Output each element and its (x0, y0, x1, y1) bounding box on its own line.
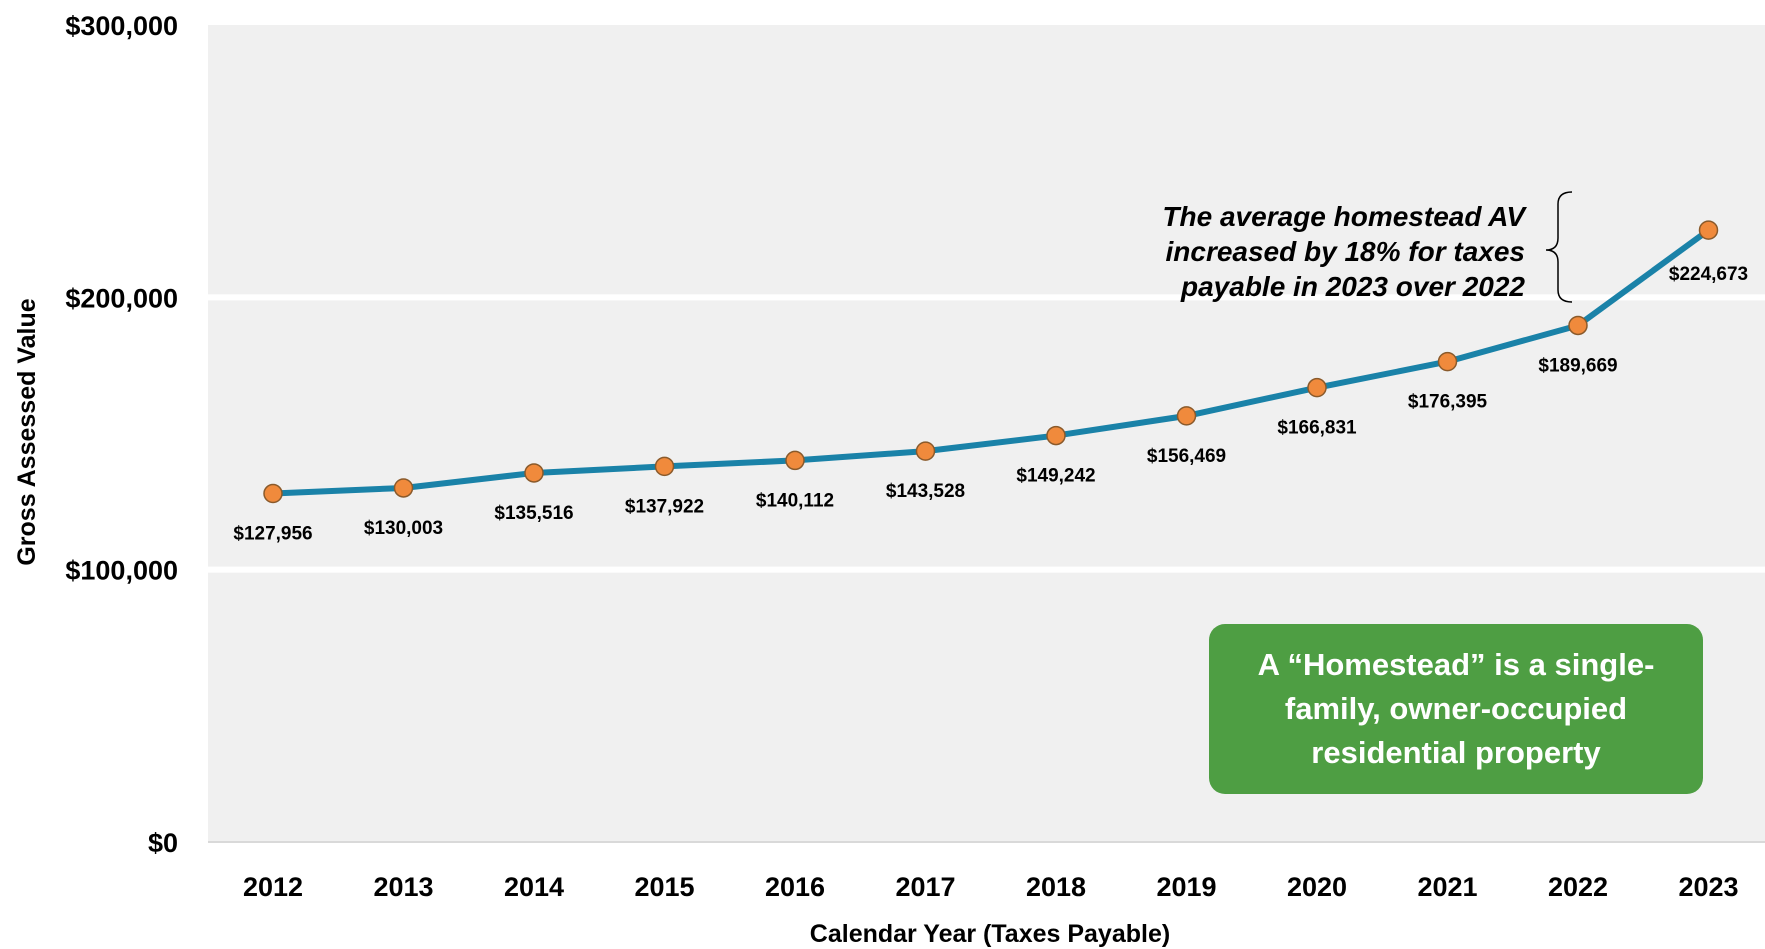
data-label: $224,673 (1669, 264, 1748, 285)
homestead-callout: A “Homestead” is a single-family, owner-… (1209, 624, 1703, 794)
annotation-line-1: The average homestead AV (1162, 201, 1527, 232)
x-tick-label: 2023 (1678, 872, 1738, 902)
x-axis-ticks: 2012 2013 2014 2015 2016 2017 2018 2019 2020 2021… (243, 872, 1739, 902)
y-axis-title: Gross Assessed Value (13, 298, 41, 565)
x-axis-title: Calendar Year (Taxes Payable) (810, 920, 1170, 948)
series-line (272, 227, 1711, 497)
data-point (1176, 406, 1197, 426)
data-point (1307, 377, 1327, 398)
data-label: $166,831 (1277, 418, 1357, 439)
data-point (1698, 220, 1719, 240)
annotation-line-2: increased by 18% for taxes (1165, 236, 1525, 267)
x-tick-label: 2015 (634, 872, 694, 902)
data-label: $140,112 (756, 490, 834, 511)
data-label: $189,669 (1538, 355, 1617, 376)
annotation: The average homestead AV increased by 18… (1162, 191, 1573, 303)
data-point (1046, 425, 1066, 446)
data-point (524, 463, 544, 483)
x-tick-label: 2012 (243, 872, 303, 902)
data-label: $130,003 (364, 518, 443, 539)
data-label: $176,395 (1408, 392, 1488, 413)
y-tick-label: $200,000 (65, 283, 178, 313)
series-group: $127,956 $130,003 $135,516 $137,922 $140,112… (233, 220, 1748, 545)
data-label: $127,956 (233, 524, 312, 545)
y-tick-label: $300,000 (65, 11, 178, 41)
x-tick-label: 2013 (373, 872, 433, 902)
annotation-line-3: payable in 2023 over 2022 (1180, 271, 1525, 302)
data-point (393, 478, 414, 498)
gridlines (208, 294, 1765, 843)
x-tick-label: 2014 (504, 872, 564, 902)
data-point (263, 483, 283, 504)
x-tick-label: 2016 (765, 872, 825, 902)
data-label: $156,469 (1147, 446, 1226, 467)
x-tick-label: 2017 (895, 872, 955, 902)
data-point (654, 456, 675, 477)
x-tick-label: 2021 (1417, 872, 1477, 902)
annotation-brace (1545, 191, 1573, 303)
data-label: $135,516 (494, 503, 573, 524)
y-tick-label: $0 (148, 828, 178, 858)
x-tick-label: 2018 (1026, 872, 1086, 902)
y-tick-label: $100,000 (65, 556, 178, 586)
data-point (1437, 351, 1458, 372)
data-label: $143,528 (886, 481, 965, 502)
y-axis-ticks: $0 $100,000 $200,000 $300,000 (65, 11, 178, 858)
data-label: $149,242 (1016, 466, 1095, 487)
x-tick-label: 2019 (1156, 872, 1216, 902)
data-label: $137,922 (625, 496, 704, 517)
x-tick-label: 2020 (1287, 872, 1347, 902)
data-point (785, 450, 805, 471)
data-point (915, 441, 936, 461)
x-tick-label: 2022 (1548, 872, 1608, 902)
data-point (1568, 315, 1588, 336)
